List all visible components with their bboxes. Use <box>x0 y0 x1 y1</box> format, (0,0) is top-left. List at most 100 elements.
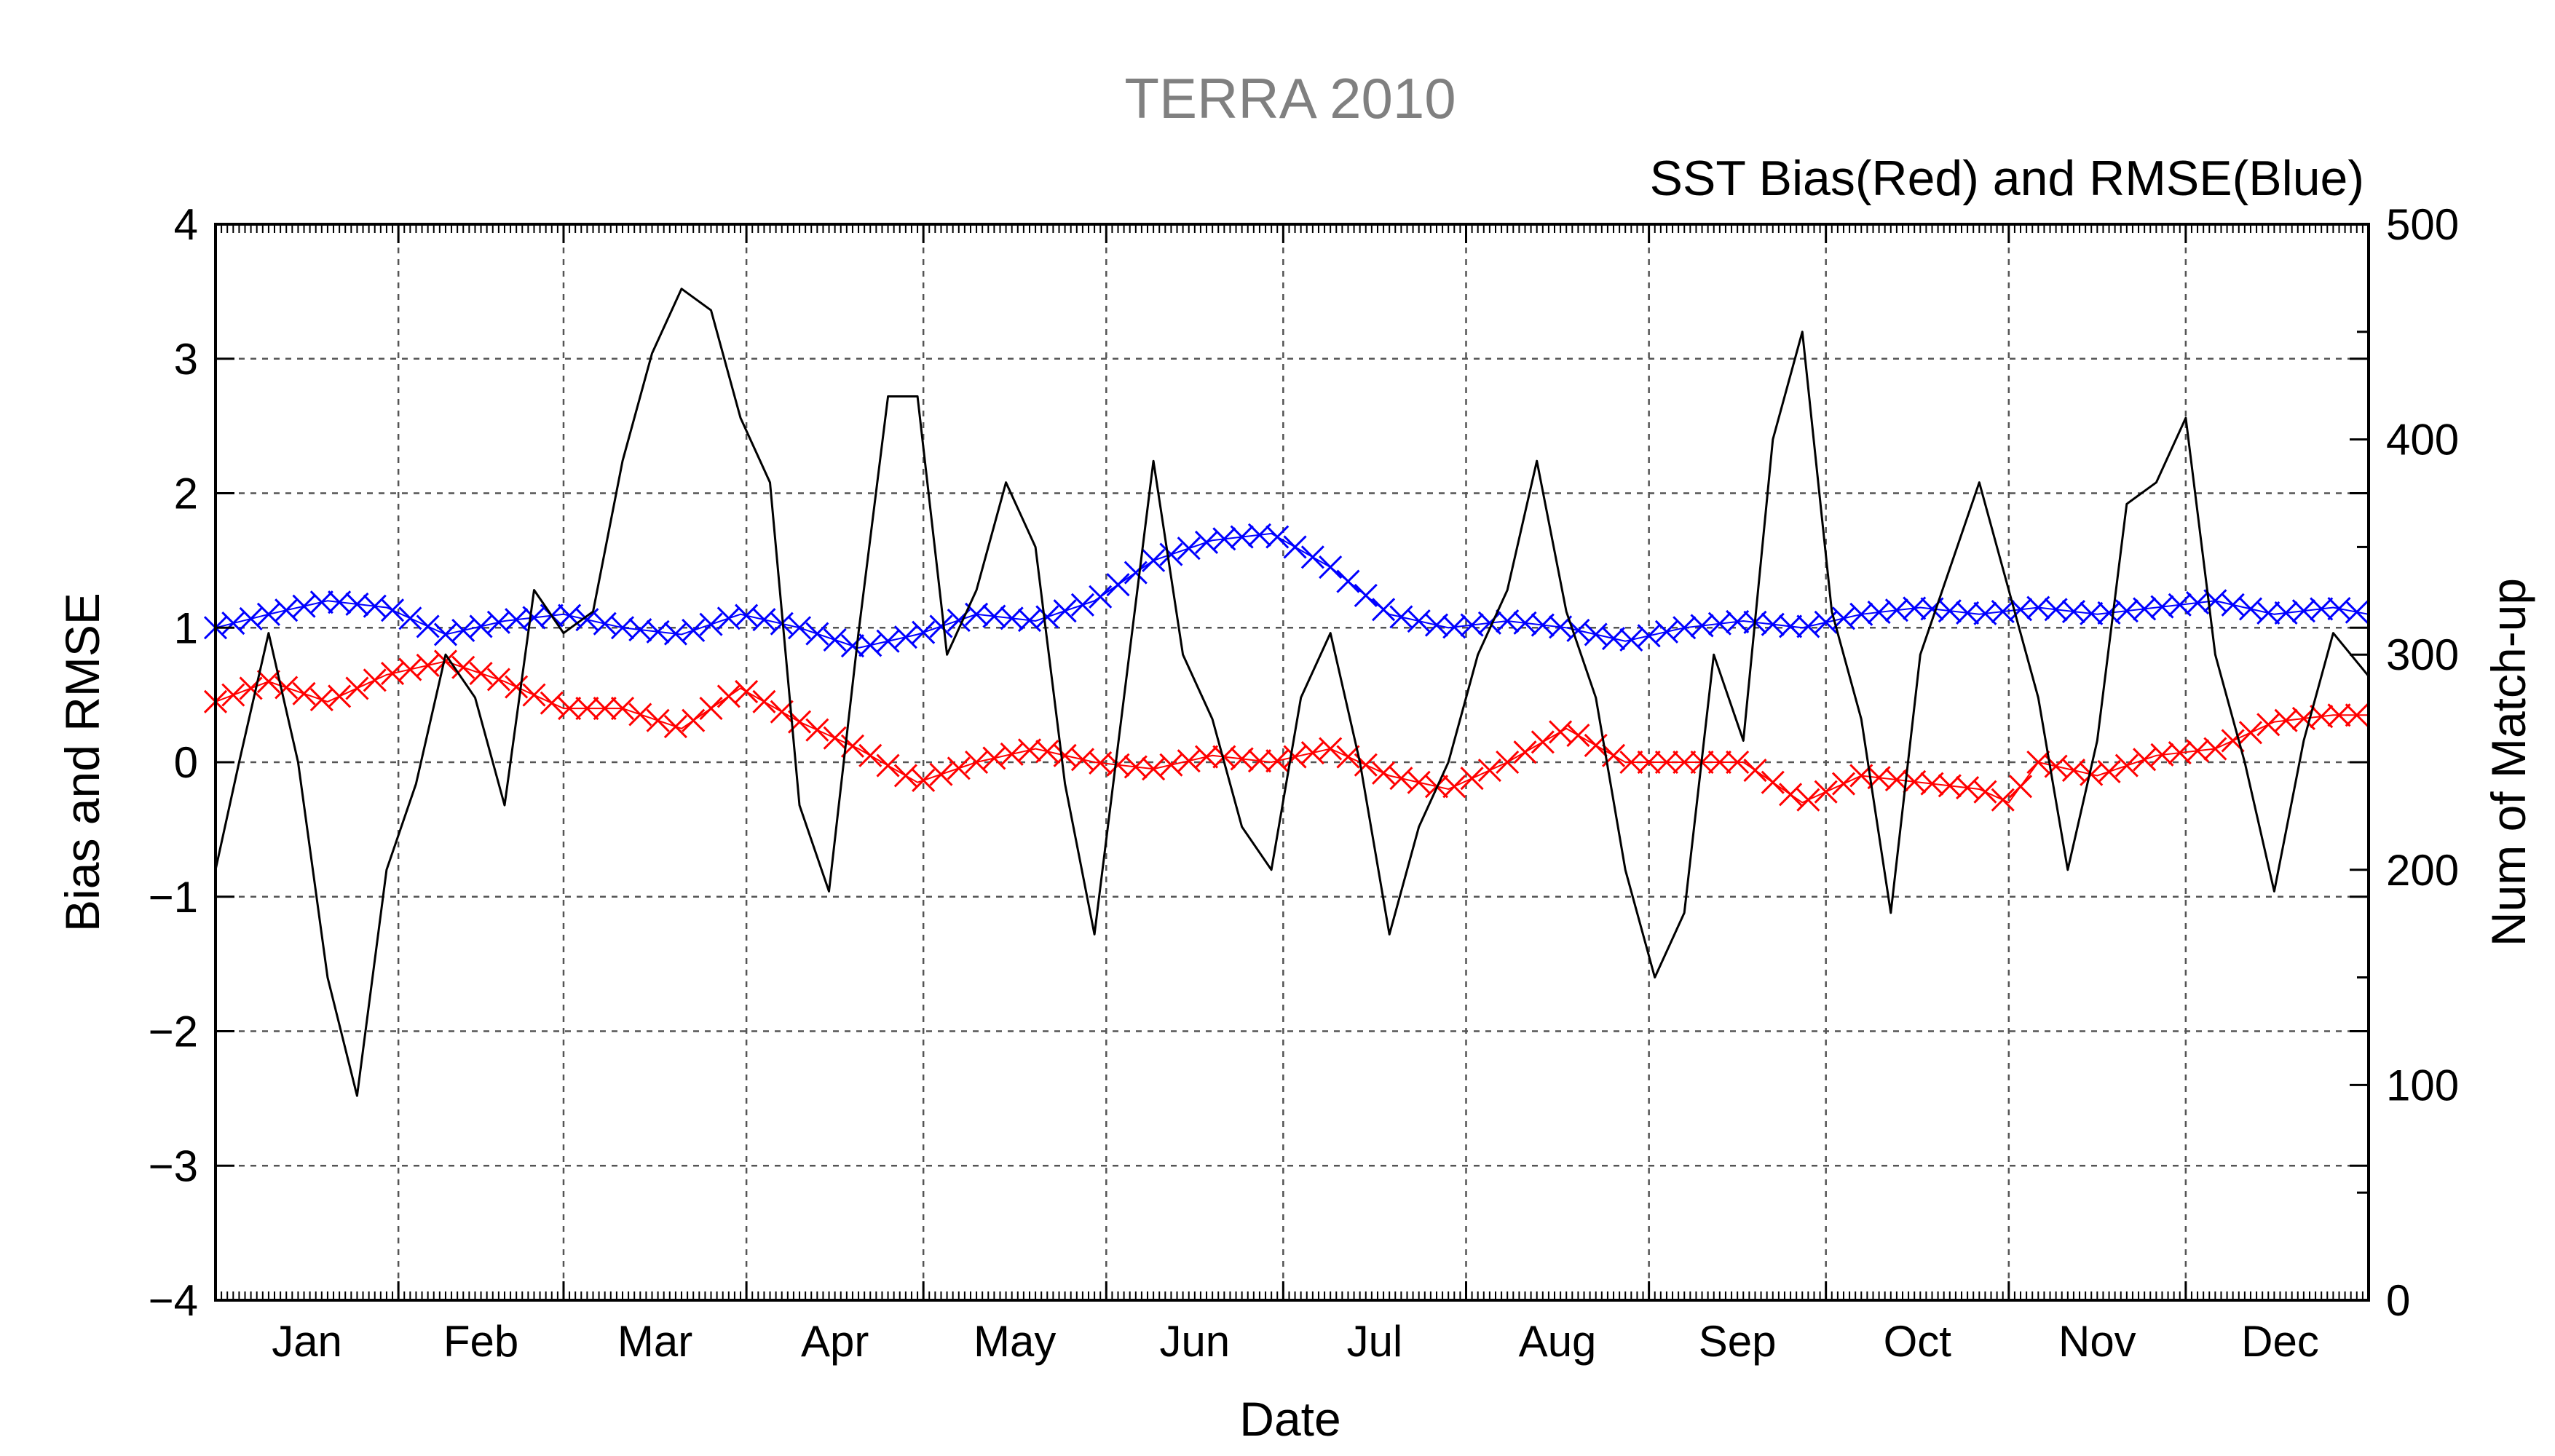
data-point <box>1726 609 1750 633</box>
data-point <box>1654 750 1679 775</box>
x-tick-label: Jul <box>1347 1317 1403 1366</box>
data-point <box>912 620 936 644</box>
data-point <box>823 726 847 750</box>
data-point <box>663 714 687 739</box>
data-point <box>1513 740 1537 764</box>
data-point <box>929 614 953 638</box>
data-point <box>2310 597 2334 621</box>
data-point <box>1496 750 1520 775</box>
data-point <box>398 606 422 630</box>
data-point <box>929 762 953 786</box>
y2-tick-label: 400 <box>2386 416 2459 464</box>
data-point <box>1283 535 1307 559</box>
data-point <box>363 668 387 692</box>
data-point <box>328 684 352 708</box>
data-point <box>2238 721 2263 745</box>
data-point <box>805 718 829 742</box>
y-tick-label: 1 <box>174 604 198 652</box>
data-point <box>1619 750 1643 775</box>
y-tick-label: 3 <box>174 335 198 384</box>
data-point <box>858 743 882 767</box>
data-point <box>2327 703 2351 727</box>
data-point <box>2097 759 2121 783</box>
x-tick-label: Jan <box>272 1317 342 1366</box>
data-point <box>947 756 971 780</box>
data-point <box>221 683 245 707</box>
y-tick-label: 0 <box>174 738 198 787</box>
data-point <box>1796 788 1820 812</box>
data-point <box>345 676 369 700</box>
data-point <box>735 679 759 704</box>
data-point <box>486 668 510 692</box>
data-point <box>823 628 847 652</box>
data-point <box>593 697 617 721</box>
data-point <box>1089 585 1113 609</box>
data-point <box>699 612 723 636</box>
data-point <box>1814 780 1838 804</box>
data-point <box>416 614 440 638</box>
data-point <box>682 708 706 732</box>
data-point <box>2114 753 2139 778</box>
data-point <box>1973 780 1997 804</box>
data-point <box>2008 775 2033 799</box>
data-point <box>682 618 706 643</box>
data-point <box>893 625 917 649</box>
data-point <box>1477 759 1501 783</box>
y2-tick-label: 300 <box>2386 630 2459 679</box>
data-point <box>1991 788 2015 812</box>
data-point <box>256 670 280 694</box>
data-point <box>1159 542 1183 566</box>
y2-axis-label: Num of Match-up <box>2481 578 2535 946</box>
data-point <box>805 622 829 646</box>
data-point <box>540 691 564 715</box>
data-point <box>522 683 546 707</box>
x-tick-label: May <box>974 1317 1056 1366</box>
data-point <box>1336 569 1360 593</box>
series-line <box>215 532 2369 649</box>
data-point <box>610 697 635 721</box>
data-point <box>575 697 599 721</box>
data-point <box>1247 749 1272 773</box>
y2-tick-label: 200 <box>2386 846 2459 895</box>
data-point <box>2256 601 2280 625</box>
y-tick-label: 2 <box>174 470 198 518</box>
data-point <box>2310 705 2334 729</box>
y-tick-label: −3 <box>149 1142 198 1190</box>
data-point <box>1300 545 1324 569</box>
y2-tick-label: 0 <box>2386 1276 2410 1325</box>
data-point <box>2203 737 2227 761</box>
data-point <box>646 708 670 732</box>
data-point <box>1637 750 1661 775</box>
data-point <box>1673 750 1697 775</box>
data-point <box>2345 703 2369 727</box>
data-point <box>1106 573 1130 597</box>
x-tick-label: Dec <box>2241 1317 2319 1366</box>
data-point <box>1779 614 1803 638</box>
data-point <box>1726 750 1750 775</box>
series-layer <box>203 288 2370 1097</box>
data-point <box>2080 601 2104 625</box>
data-point <box>1319 737 1343 761</box>
data-point <box>380 598 405 622</box>
data-point <box>433 649 458 673</box>
data-point <box>1265 525 1290 549</box>
series-0 <box>203 649 2369 812</box>
data-point <box>1354 583 1378 607</box>
data-point <box>292 681 316 705</box>
x-tick-label: Feb <box>443 1317 518 1366</box>
data-point <box>1124 561 1148 585</box>
data-point <box>1142 548 1166 572</box>
series-line <box>214 288 2370 1097</box>
series-1 <box>203 523 2369 658</box>
data-point <box>716 684 741 708</box>
data-point <box>1035 605 1059 629</box>
data-point <box>912 768 936 793</box>
y-tick-label: −1 <box>149 873 198 922</box>
x-tick-label: Aug <box>1519 1317 1597 1366</box>
data-point <box>239 606 263 630</box>
data-point <box>1017 738 1042 762</box>
series-2 <box>214 288 2370 1097</box>
data-point <box>1194 745 1219 769</box>
x-tick-label: Apr <box>801 1317 869 1366</box>
